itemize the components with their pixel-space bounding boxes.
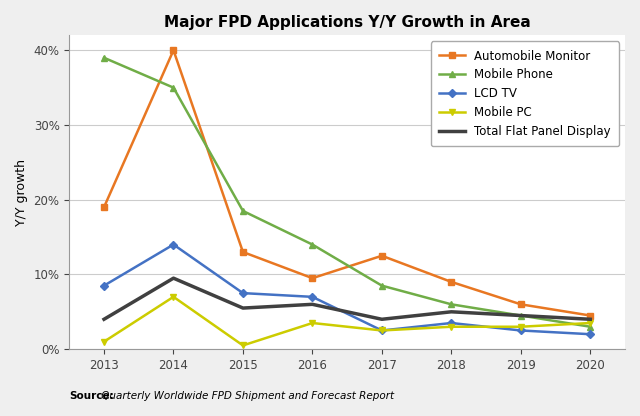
Automobile Monitor <box>586 313 594 318</box>
Line: Mobile PC: Mobile PC <box>100 293 594 349</box>
Automobile Monitor <box>239 250 247 255</box>
Legend: Automobile Monitor, Mobile Phone, LCD TV, Mobile PC, Total Flat Panel Display: Automobile Monitor, Mobile Phone, LCD TV… <box>431 41 619 146</box>
LCD TV <box>517 328 525 333</box>
LCD TV <box>100 283 108 288</box>
LCD TV <box>447 320 455 325</box>
Title: Major FPD Applications Y/Y Growth in Area: Major FPD Applications Y/Y Growth in Are… <box>164 15 531 30</box>
Total Flat Panel Display <box>586 317 594 322</box>
Line: Total Flat Panel Display: Total Flat Panel Display <box>104 278 590 319</box>
Mobile PC <box>517 324 525 329</box>
Total Flat Panel Display <box>308 302 316 307</box>
Mobile PC <box>586 320 594 325</box>
Line: Mobile Phone: Mobile Phone <box>100 54 594 330</box>
Automobile Monitor <box>447 280 455 285</box>
LCD TV <box>170 242 177 247</box>
Text: Source:: Source: <box>69 391 114 401</box>
Line: LCD TV: LCD TV <box>101 242 593 337</box>
Mobile Phone <box>170 85 177 90</box>
Total Flat Panel Display <box>100 317 108 322</box>
Automobile Monitor <box>517 302 525 307</box>
Mobile Phone <box>239 208 247 213</box>
Automobile Monitor <box>378 253 386 258</box>
LCD TV <box>308 295 316 300</box>
Mobile PC <box>447 324 455 329</box>
Automobile Monitor <box>308 276 316 281</box>
LCD TV <box>239 291 247 296</box>
Mobile Phone <box>100 55 108 60</box>
Total Flat Panel Display <box>517 313 525 318</box>
Mobile Phone <box>517 313 525 318</box>
Mobile Phone <box>308 242 316 247</box>
Y-axis label: Y/Y growth: Y/Y growth <box>15 159 28 226</box>
LCD TV <box>586 332 594 337</box>
Total Flat Panel Display <box>239 306 247 311</box>
Total Flat Panel Display <box>170 276 177 281</box>
Automobile Monitor <box>170 48 177 53</box>
Mobile PC <box>100 339 108 344</box>
Mobile Phone <box>447 302 455 307</box>
Mobile PC <box>170 295 177 300</box>
Text: Quarterly Worldwide FPD Shipment and Forecast Report: Quarterly Worldwide FPD Shipment and For… <box>99 391 394 401</box>
Mobile PC <box>378 328 386 333</box>
Automobile Monitor <box>100 205 108 210</box>
Mobile Phone <box>378 283 386 288</box>
Mobile PC <box>308 320 316 325</box>
Mobile Phone <box>586 324 594 329</box>
LCD TV <box>378 328 386 333</box>
Total Flat Panel Display <box>447 310 455 314</box>
Mobile PC <box>239 343 247 348</box>
Total Flat Panel Display <box>378 317 386 322</box>
Line: Automobile Monitor: Automobile Monitor <box>100 47 594 319</box>
